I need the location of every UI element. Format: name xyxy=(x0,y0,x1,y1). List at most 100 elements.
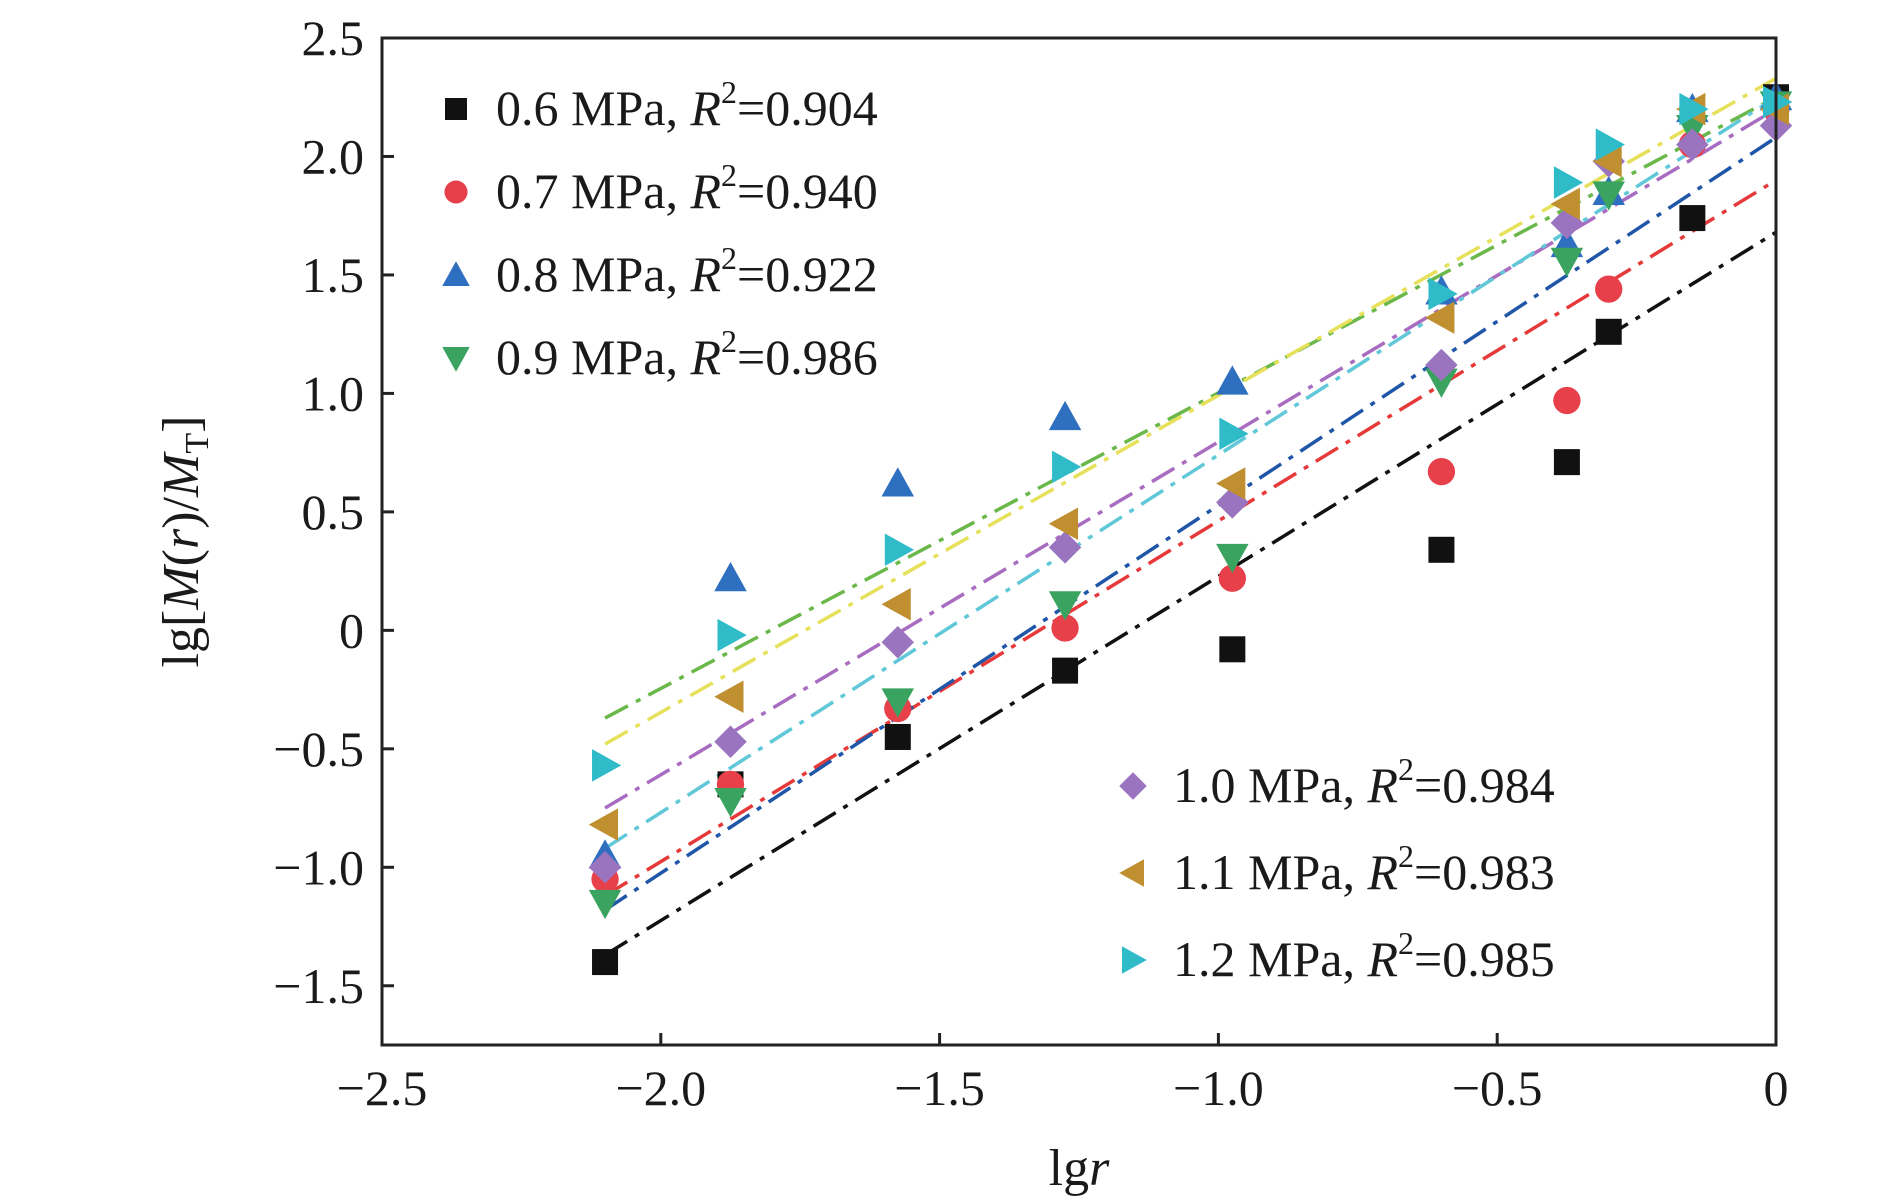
legend-r2-value: =0.983 xyxy=(1414,844,1555,900)
data-point xyxy=(1679,92,1709,126)
data-point xyxy=(1425,301,1455,334)
data-point xyxy=(588,808,619,841)
y-title-part: lg[ xyxy=(153,610,210,668)
data-point xyxy=(1219,636,1246,663)
fit-lines xyxy=(604,76,1777,957)
legend-sup: 2 xyxy=(1398,838,1414,874)
legend-r2-value: =0.904 xyxy=(737,80,878,136)
legend-r: R xyxy=(1366,931,1398,987)
data-point xyxy=(1428,536,1455,563)
data-point xyxy=(1219,417,1249,450)
data-point xyxy=(714,561,747,592)
legend-r: R xyxy=(689,163,721,219)
legend-label: 1.0 MPa, R2=0.984 xyxy=(1173,751,1555,813)
legend-r: R xyxy=(1366,844,1398,900)
data-point xyxy=(592,749,622,782)
legend-r2-value: =0.985 xyxy=(1414,931,1555,987)
legend-entry: 0.6 MPa, R2=0.904 xyxy=(445,74,878,136)
legend-sup: 2 xyxy=(721,157,737,193)
legend-series-name: 1.0 MPa, xyxy=(1173,757,1367,813)
legend-series-name: 0.6 MPa, xyxy=(496,80,690,136)
legend-r: R xyxy=(689,329,721,385)
data-point xyxy=(881,688,915,718)
legend-series-name: 0.8 MPa, xyxy=(496,246,690,302)
x-axis-title: lgr xyxy=(1049,1140,1110,1197)
legend-sup: 2 xyxy=(721,74,737,110)
legend-entry: 1.2 MPa, R2=0.985 xyxy=(1122,925,1555,987)
data-point xyxy=(1216,543,1249,574)
legend-label: 1.1 MPa, R2=0.983 xyxy=(1173,838,1555,900)
x-tick-label: −1.0 xyxy=(1173,1060,1264,1116)
y-title-part: ] xyxy=(153,416,210,433)
y-title-part: )/ xyxy=(153,496,210,528)
data-point xyxy=(1048,591,1082,621)
data-point xyxy=(1425,368,1458,398)
legend-entry: 1.0 MPa, R2=0.984 xyxy=(1119,751,1555,813)
y-tick-label: 2.0 xyxy=(302,128,365,184)
y-tick-label: 0 xyxy=(339,602,364,658)
legend-marker xyxy=(1122,946,1147,974)
data-point xyxy=(1553,166,1584,199)
fit-line xyxy=(604,136,1777,912)
y-tick-label: −0.5 xyxy=(273,721,364,777)
legend-entry: 0.8 MPa, R2=0.922 xyxy=(442,240,878,302)
legend-entry: 0.9 MPa, R2=0.986 xyxy=(442,323,878,385)
y-axis-title: lg[M(r)/MT] xyxy=(153,416,216,668)
data-point xyxy=(1553,449,1580,476)
data-point xyxy=(1216,365,1249,395)
y-title-part: M xyxy=(153,451,210,498)
data-markers xyxy=(588,80,1793,976)
legend-sup: 2 xyxy=(721,240,737,276)
legend-marker xyxy=(442,261,470,286)
fit-line xyxy=(604,95,1777,850)
data-point xyxy=(1550,187,1580,221)
y-title-part: ( xyxy=(153,549,210,566)
data-point xyxy=(592,949,619,976)
x-axis-title-italic: r xyxy=(1089,1140,1110,1197)
y-tick-label: −1.0 xyxy=(273,839,364,895)
x-tick-label: −2.5 xyxy=(337,1060,428,1116)
legend-series-name: 1.1 MPa, xyxy=(1173,844,1367,900)
legend-label: 0.9 MPa, R2=0.986 xyxy=(496,323,878,385)
data-point xyxy=(1679,205,1706,232)
x-tick-label: 0 xyxy=(1764,1060,1789,1116)
x-axis-title-main: lg xyxy=(1049,1140,1089,1197)
legend-r2-value: =0.940 xyxy=(737,163,878,219)
data-point xyxy=(588,851,622,884)
data-point xyxy=(1592,144,1622,178)
x-tick-label: −2.0 xyxy=(615,1060,706,1116)
data-point xyxy=(714,787,747,818)
legend-marker xyxy=(445,98,467,120)
data-point xyxy=(881,467,915,497)
data-point xyxy=(588,889,622,920)
y-title-part: T xyxy=(179,433,216,454)
fit-line xyxy=(604,76,1777,746)
data-point xyxy=(1592,181,1625,211)
legend-label: 0.8 MPa, R2=0.922 xyxy=(496,240,878,302)
y-tick-label: −1.5 xyxy=(273,958,364,1014)
legend-entry: 0.7 MPa, R2=0.940 xyxy=(444,157,878,219)
y-tick-label: 1.0 xyxy=(302,365,365,421)
data-point xyxy=(1048,400,1082,431)
data-point xyxy=(1051,614,1079,642)
fit-line xyxy=(604,178,1777,898)
legend-sup: 2 xyxy=(1398,751,1414,787)
data-point xyxy=(1218,564,1246,592)
data-point xyxy=(1763,85,1793,119)
data-point xyxy=(1595,275,1623,303)
data-point xyxy=(1052,450,1082,484)
legend-r: R xyxy=(689,80,721,136)
legend-marker xyxy=(1119,772,1147,800)
data-point xyxy=(1595,128,1625,161)
y-tick-label: 0.5 xyxy=(302,484,365,540)
data-point xyxy=(1427,457,1456,486)
legend-r2-value: =0.984 xyxy=(1414,757,1555,813)
legend-marker xyxy=(1119,859,1144,887)
x-tick-label: −0.5 xyxy=(1452,1060,1543,1116)
legend-series-name: 0.7 MPa, xyxy=(496,163,690,219)
data-point xyxy=(1425,348,1458,382)
data-point xyxy=(1052,657,1079,684)
legend-label: 0.7 MPa, R2=0.940 xyxy=(496,157,878,219)
data-point xyxy=(1676,128,1709,161)
